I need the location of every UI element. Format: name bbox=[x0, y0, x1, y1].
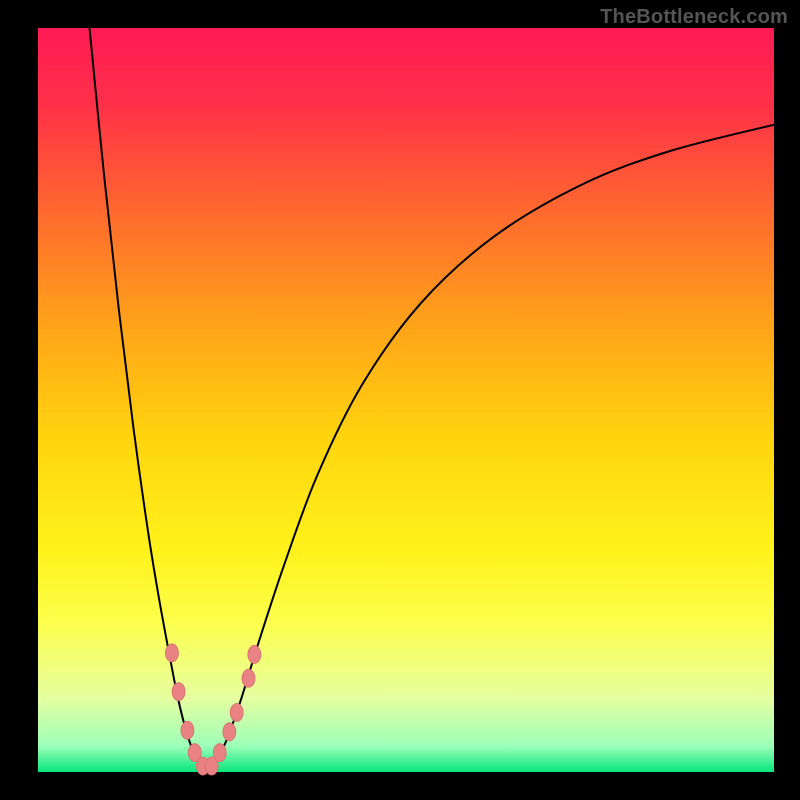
plot-background bbox=[38, 28, 774, 772]
data-marker bbox=[223, 723, 236, 741]
data-marker bbox=[242, 669, 255, 687]
chart-svg bbox=[0, 0, 800, 800]
watermark-text: TheBottleneck.com bbox=[600, 6, 788, 29]
bottleneck-chart: TheBottleneck.com bbox=[0, 0, 800, 800]
data-marker bbox=[165, 644, 178, 662]
data-marker bbox=[172, 683, 185, 701]
data-marker bbox=[230, 703, 243, 721]
data-marker bbox=[213, 744, 226, 762]
data-marker bbox=[181, 721, 194, 739]
data-marker bbox=[248, 645, 261, 663]
